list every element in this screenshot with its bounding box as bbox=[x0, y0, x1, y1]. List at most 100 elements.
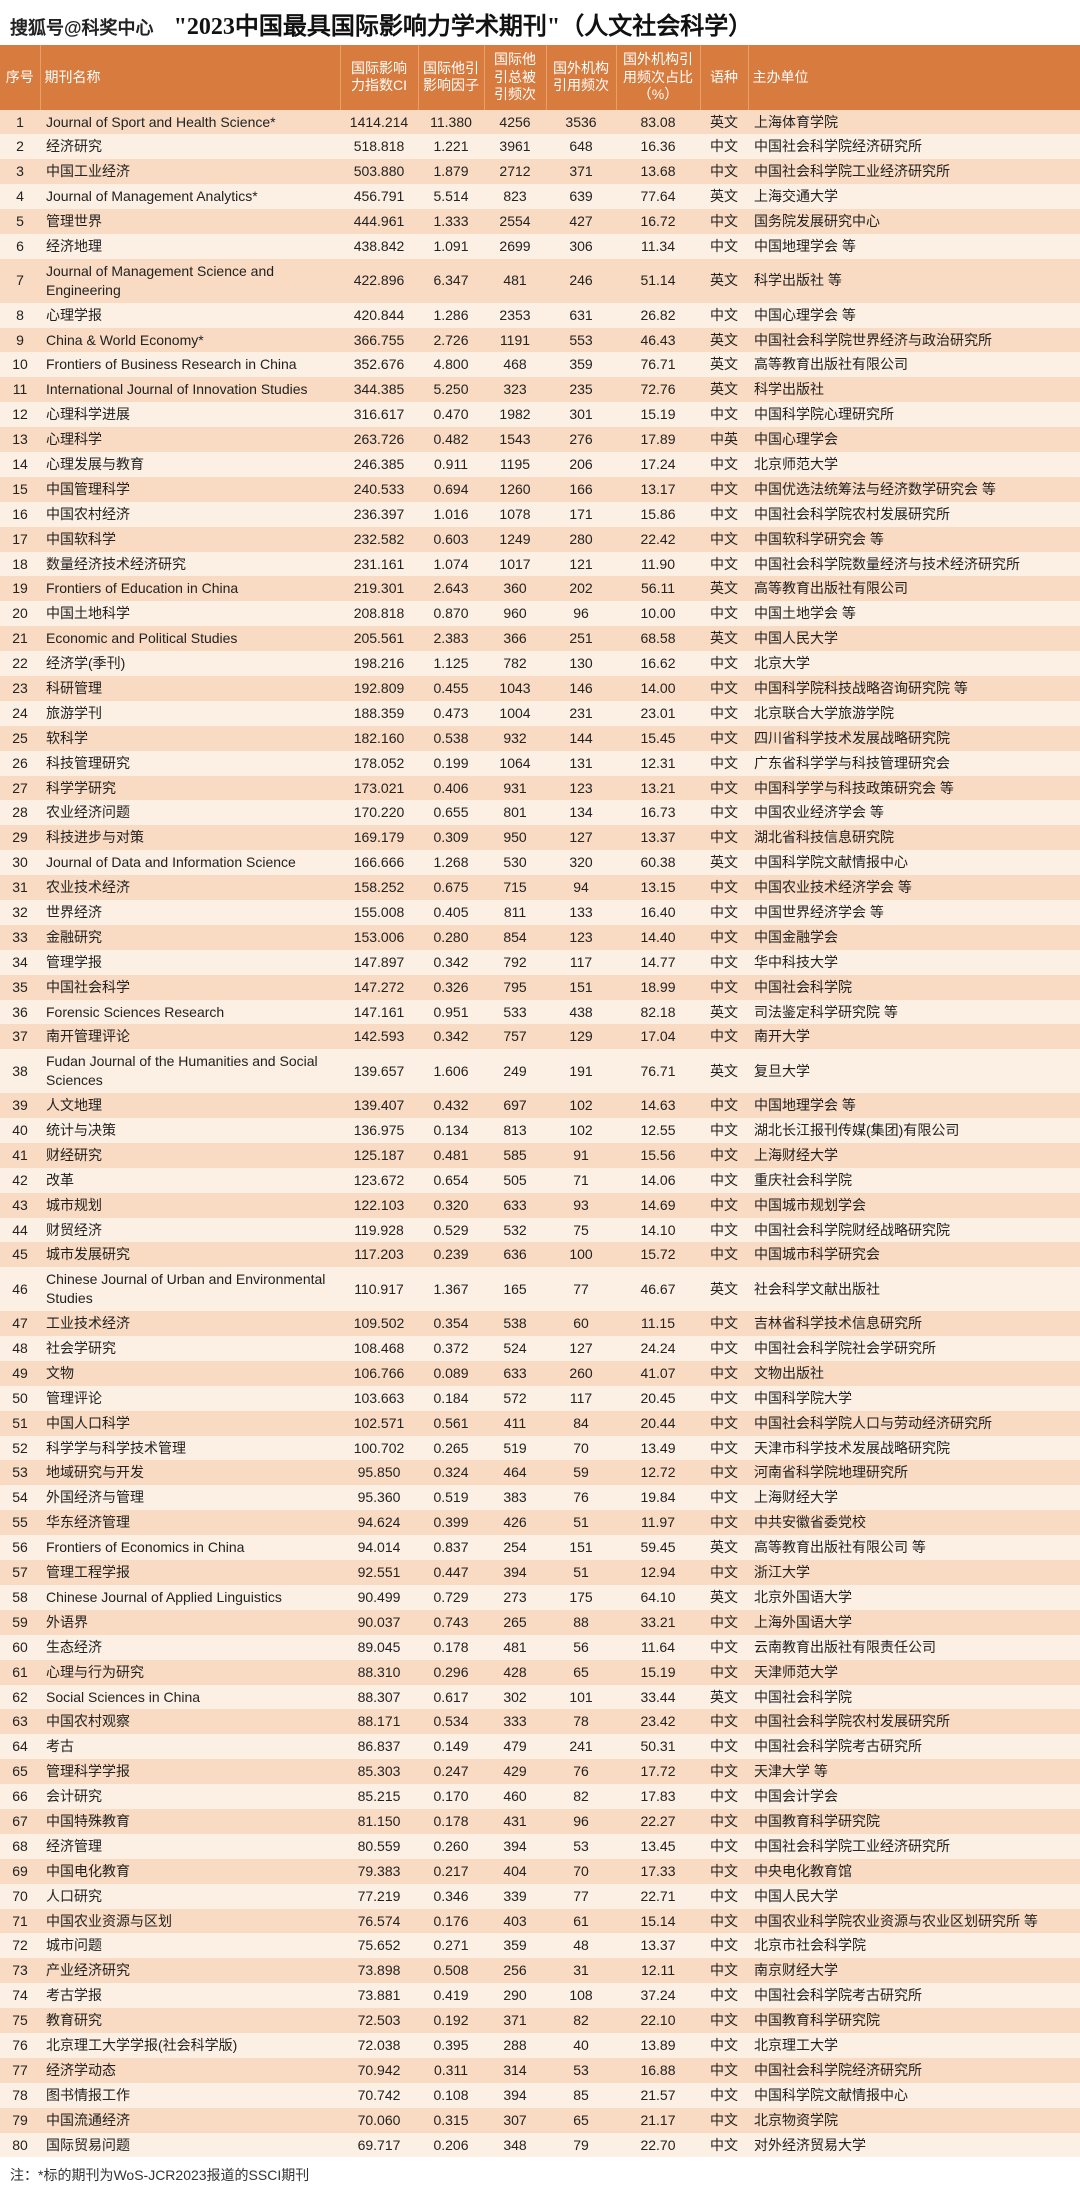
table-cell: 中文 bbox=[700, 1759, 748, 1784]
table-cell: 中文 bbox=[700, 825, 748, 850]
table-cell: 62 bbox=[0, 1685, 40, 1710]
table-row: 69中国电化教育79.3830.2174047017.33中文中央电化教育馆 bbox=[0, 1859, 1080, 1884]
table-cell: 中国科学院心理研究所 bbox=[748, 402, 1080, 427]
table-cell: 198.216 bbox=[340, 651, 418, 676]
table-cell: 南开大学 bbox=[748, 1024, 1080, 1049]
table-cell: 811 bbox=[484, 900, 546, 925]
table-cell: 0.271 bbox=[418, 1933, 484, 1958]
table-cell: 51 bbox=[0, 1411, 40, 1436]
table-cell: 276 bbox=[546, 427, 616, 452]
table-cell: 中文 bbox=[700, 1386, 748, 1411]
table-cell: 文物 bbox=[40, 1361, 340, 1386]
table-row: 77经济学动态70.9420.3113145316.88中文中国社会科学院经济研… bbox=[0, 2058, 1080, 2083]
table-cell: 中文 bbox=[700, 1436, 748, 1461]
table-cell: 371 bbox=[484, 2008, 546, 2033]
table-cell: 33.44 bbox=[616, 1685, 700, 1710]
table-cell: 67 bbox=[0, 1809, 40, 1834]
table-row: 47工业技术经济109.5020.3545386011.15中文吉林省科学技术信… bbox=[0, 1311, 1080, 1336]
table-cell: 219.301 bbox=[340, 576, 418, 601]
table-row: 6经济地理438.8421.091269930611.34中文中国地理学会 等 bbox=[0, 234, 1080, 259]
table-cell: 464 bbox=[484, 1460, 546, 1485]
table-cell: 481 bbox=[484, 1635, 546, 1660]
table-cell: 133 bbox=[546, 900, 616, 925]
table-cell: 0.870 bbox=[418, 601, 484, 626]
table-cell: 323 bbox=[484, 377, 546, 402]
table-cell: 63 bbox=[0, 1709, 40, 1734]
table-cell: 82.18 bbox=[616, 1000, 700, 1025]
table-row: 1Journal of Sport and Health Science*141… bbox=[0, 110, 1080, 135]
table-cell: 英文 bbox=[700, 1267, 748, 1311]
table-cell: 83.08 bbox=[616, 110, 700, 135]
table-cell: 68 bbox=[0, 1834, 40, 1859]
table-cell: 中文 bbox=[700, 776, 748, 801]
table-cell: 188.359 bbox=[340, 701, 418, 726]
table-cell: 0.178 bbox=[418, 1809, 484, 1834]
table-cell: 60 bbox=[546, 1311, 616, 1336]
table-cell: 131 bbox=[546, 751, 616, 776]
table-cell: Frontiers of Economics in China bbox=[40, 1535, 340, 1560]
table-cell: 2353 bbox=[484, 303, 546, 328]
table-cell: 51.14 bbox=[616, 259, 700, 303]
table-row: 44财贸经济119.9280.5295327514.10中文中国社会科学院财经战… bbox=[0, 1218, 1080, 1243]
table-cell: 636 bbox=[484, 1242, 546, 1267]
table-cell: 英文 bbox=[700, 352, 748, 377]
table-cell: 5.514 bbox=[418, 184, 484, 209]
table-cell: 31 bbox=[546, 1958, 616, 1983]
table-cell: 0.406 bbox=[418, 776, 484, 801]
table-cell: 中文 bbox=[700, 950, 748, 975]
table-row: 33金融研究153.0060.28085412314.40中文中国金融学会 bbox=[0, 925, 1080, 950]
table-cell: 中国社会科学院经济研究所 bbox=[748, 2058, 1080, 2083]
table-cell: 23 bbox=[0, 676, 40, 701]
table-cell: 中国科学院文献情报中心 bbox=[748, 2083, 1080, 2108]
table-cell: 英文 bbox=[700, 1535, 748, 1560]
table-row: 14心理发展与教育246.3850.911119520617.24中文北京师范大… bbox=[0, 452, 1080, 477]
table-cell: 2 bbox=[0, 134, 40, 159]
table-row: 35中国社会科学147.2720.32679515118.99中文中国社会科学院 bbox=[0, 975, 1080, 1000]
table-cell: 121 bbox=[546, 552, 616, 577]
table-cell: 中国社会科学院经济研究所 bbox=[748, 134, 1080, 159]
table-cell: 中国社会科学院工业经济研究所 bbox=[748, 1834, 1080, 1859]
table-cell: International Journal of Innovation Stud… bbox=[40, 377, 340, 402]
table-cell: 74 bbox=[0, 1983, 40, 2008]
table-cell: 0.395 bbox=[418, 2033, 484, 2058]
table-cell: 改革 bbox=[40, 1168, 340, 1193]
table-cell: 中文 bbox=[700, 925, 748, 950]
table-cell: 12.55 bbox=[616, 1118, 700, 1143]
table-cell: 中文 bbox=[700, 1218, 748, 1243]
table-cell: 北京师范大学 bbox=[748, 452, 1080, 477]
table-cell: 403 bbox=[484, 1909, 546, 1934]
table-cell: 80 bbox=[0, 2133, 40, 2158]
table-cell: 北京理工大学 bbox=[748, 2033, 1080, 2058]
table-cell: 205.561 bbox=[340, 626, 418, 651]
table-cell: 69.717 bbox=[340, 2133, 418, 2158]
table-row: 27科学学研究173.0210.40693112313.21中文中国科学学与科技… bbox=[0, 776, 1080, 801]
table-cell: 468 bbox=[484, 352, 546, 377]
table-cell: 中文 bbox=[700, 1168, 748, 1193]
table-cell: 中国城市科学研究会 bbox=[748, 1242, 1080, 1267]
table-cell: 经济地理 bbox=[40, 234, 340, 259]
table-cell: Economic and Political Studies bbox=[40, 626, 340, 651]
column-header: 国际影响力指数CI bbox=[340, 45, 418, 110]
table-cell: 0.470 bbox=[418, 402, 484, 427]
table-cell: 108.468 bbox=[340, 1336, 418, 1361]
table-cell: 235 bbox=[546, 377, 616, 402]
table-cell: 59 bbox=[546, 1460, 616, 1485]
table-cell: 科学出版社 等 bbox=[748, 259, 1080, 303]
table-cell: 中文 bbox=[700, 1118, 748, 1143]
table-row: 79中国流通经济70.0600.3153076521.17中文北京物资学院 bbox=[0, 2108, 1080, 2133]
table-cell: 301 bbox=[546, 402, 616, 427]
table-cell: 河南省科学院地理研究所 bbox=[748, 1460, 1080, 1485]
table-cell: 88 bbox=[546, 1610, 616, 1635]
table-cell: 中文 bbox=[700, 2133, 748, 2158]
table-cell: 天津市科学技术发展战略研究院 bbox=[748, 1436, 1080, 1461]
table-row: 80国际贸易问题69.7170.2063487922.70中文对外经济贸易大学 bbox=[0, 2133, 1080, 2158]
table-cell: 151 bbox=[546, 1535, 616, 1560]
table-row: 73产业经济研究73.8980.5082563112.11中文南京财经大学 bbox=[0, 1958, 1080, 1983]
table-cell: 北京理工大学学报(社会科学版) bbox=[40, 2033, 340, 2058]
table-cell: 13.37 bbox=[616, 825, 700, 850]
table-cell: 中国农业资源与区划 bbox=[40, 1909, 340, 1934]
table-cell: 59 bbox=[0, 1610, 40, 1635]
table-cell: 中国教育科学研究院 bbox=[748, 1809, 1080, 1834]
table-cell: 82 bbox=[546, 2008, 616, 2033]
table-row: 56Frontiers of Economics in China94.0140… bbox=[0, 1535, 1080, 1560]
